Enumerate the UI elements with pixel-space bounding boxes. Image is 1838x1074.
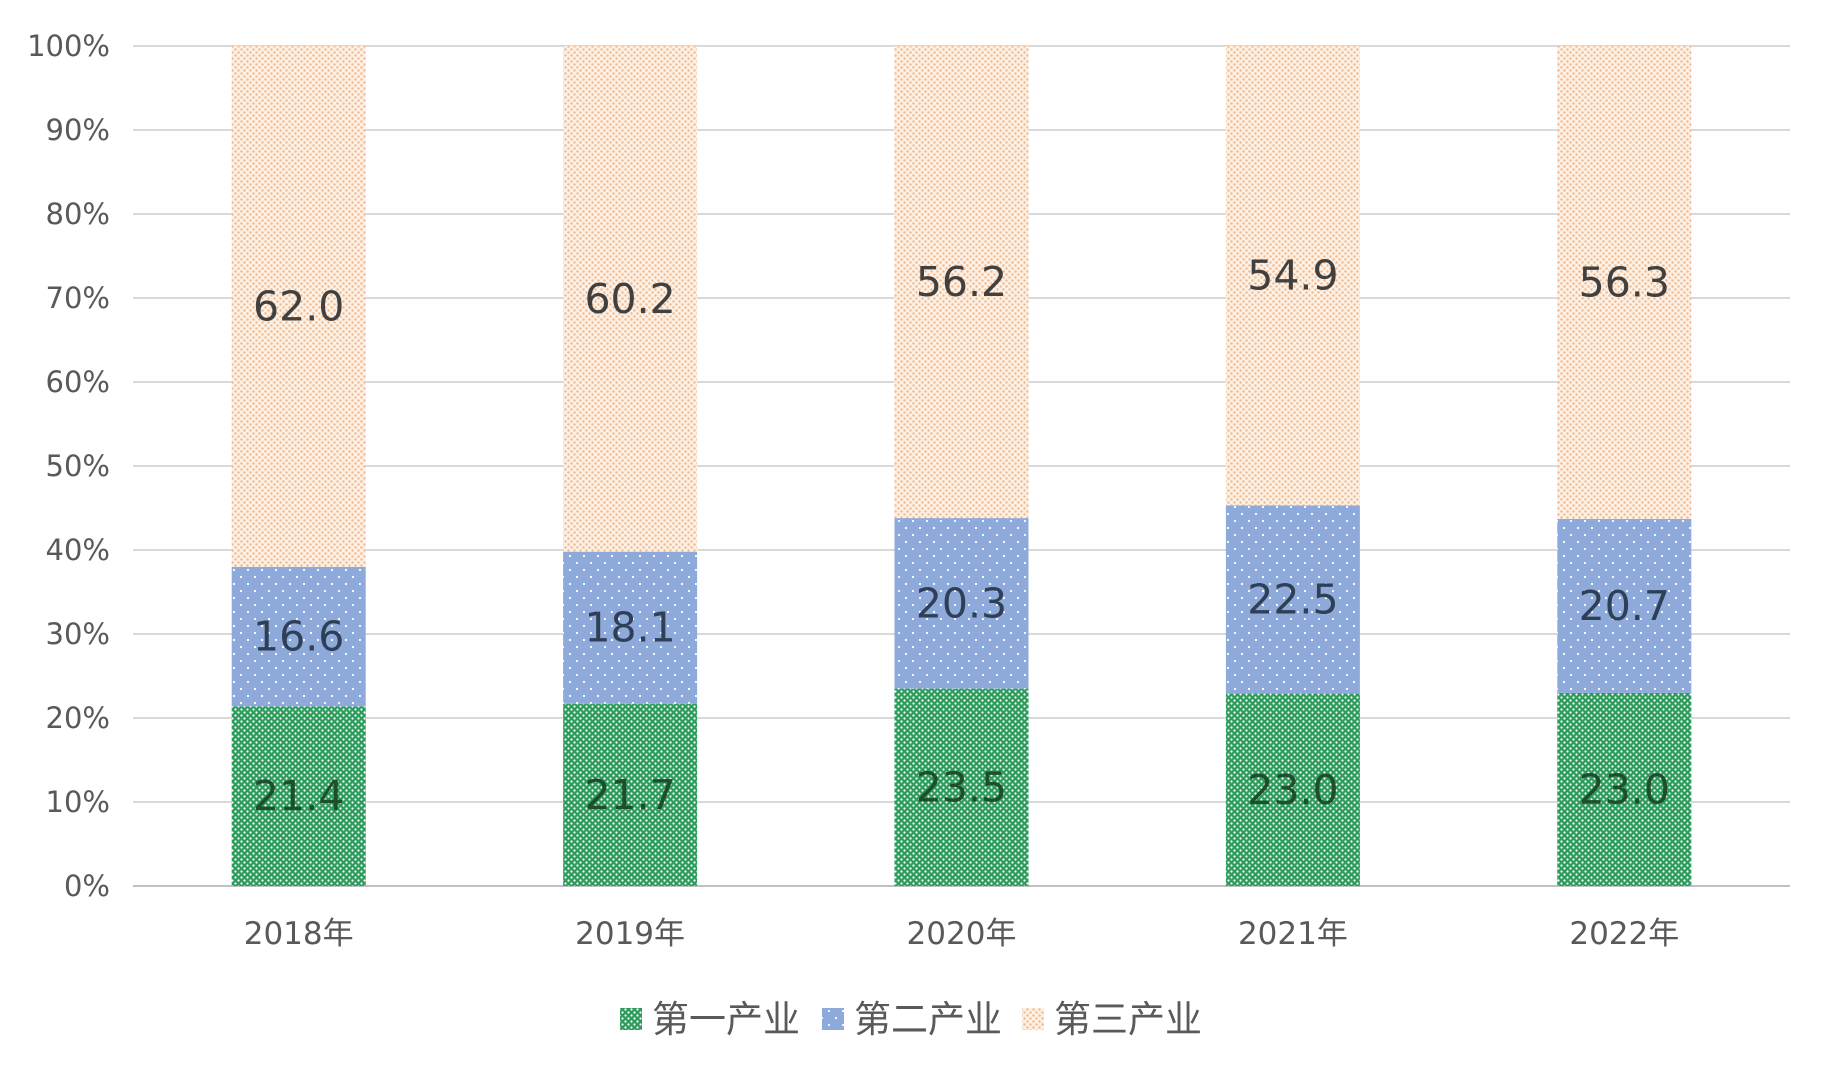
bar-segment — [1557, 518, 1692, 693]
data-labels: 21.4 16.6 62.0 21.7 18.1 60.2 23.5 20.3 56.2 23.0… — [253, 252, 1670, 820]
data-label: 23.0 — [1579, 765, 1670, 813]
data-label: 62.0 — [253, 282, 344, 330]
y-tick-label: 50% — [46, 449, 110, 483]
y-axis-ticks: 0% 10% 20% 30% 40% 50% 60% 70% 80% 90% 100% — [27, 29, 110, 903]
y-tick-label: 70% — [46, 281, 110, 315]
legend: 第一产业 第二产业 第三产业 — [620, 998, 1202, 1041]
bar-segment — [231, 566, 366, 707]
y-tick-label: 10% — [46, 785, 110, 819]
data-label: 23.0 — [1247, 766, 1338, 814]
y-tick-label: 30% — [46, 617, 110, 651]
bar-segment — [231, 46, 366, 567]
x-category-label: 2019年 — [575, 916, 685, 952]
y-tick-label: 100% — [27, 29, 110, 63]
x-category-label: 2021年 — [1238, 916, 1348, 952]
data-label: 20.3 — [916, 579, 1007, 627]
bar-segment — [231, 706, 366, 886]
legend-label: 第三产业 — [1054, 998, 1202, 1041]
y-tick-label: 90% — [46, 113, 110, 147]
legend-label: 第二产业 — [854, 998, 1002, 1041]
x-category-label: 2022年 — [1569, 916, 1679, 952]
bars — [231, 46, 1692, 886]
y-tick-label: 80% — [46, 197, 110, 231]
bar-segment — [1557, 692, 1692, 886]
bar-segment — [1557, 46, 1692, 519]
bar-segment — [563, 551, 698, 704]
bar-segment — [1225, 693, 1360, 886]
legend-swatch — [620, 1008, 642, 1030]
legend-swatch — [822, 1008, 844, 1030]
data-label: 23.5 — [916, 763, 1007, 811]
bar-segment — [894, 688, 1029, 886]
data-label: 60.2 — [584, 275, 675, 323]
data-label: 21.7 — [584, 771, 675, 819]
bar-segment — [563, 46, 698, 552]
x-category-label: 2018年 — [244, 916, 354, 952]
data-label: 56.2 — [916, 258, 1007, 306]
y-tick-label: 60% — [46, 365, 110, 399]
bar-segment — [894, 518, 1029, 689]
legend-swatch — [1022, 1008, 1044, 1030]
bar-segment — [1225, 46, 1360, 506]
bar-segment — [1225, 505, 1360, 694]
y-tick-label: 40% — [46, 533, 110, 567]
y-tick-label: 20% — [46, 701, 110, 735]
x-category-label: 2020年 — [907, 916, 1017, 952]
data-label: 54.9 — [1247, 252, 1338, 300]
data-label: 16.6 — [253, 613, 344, 661]
bar-segment — [563, 703, 698, 886]
legend-label: 第一产业 — [652, 998, 800, 1041]
data-label: 21.4 — [253, 772, 344, 820]
data-label: 56.3 — [1579, 258, 1670, 306]
bar-segment — [894, 46, 1029, 519]
data-label: 22.5 — [1247, 575, 1338, 623]
data-label: 20.7 — [1579, 582, 1670, 630]
x-axis-categories: 2018年 2019年 2020年 2021年 2022年 — [244, 916, 1680, 952]
data-label: 18.1 — [584, 604, 675, 652]
y-tick-label: 0% — [64, 869, 110, 903]
